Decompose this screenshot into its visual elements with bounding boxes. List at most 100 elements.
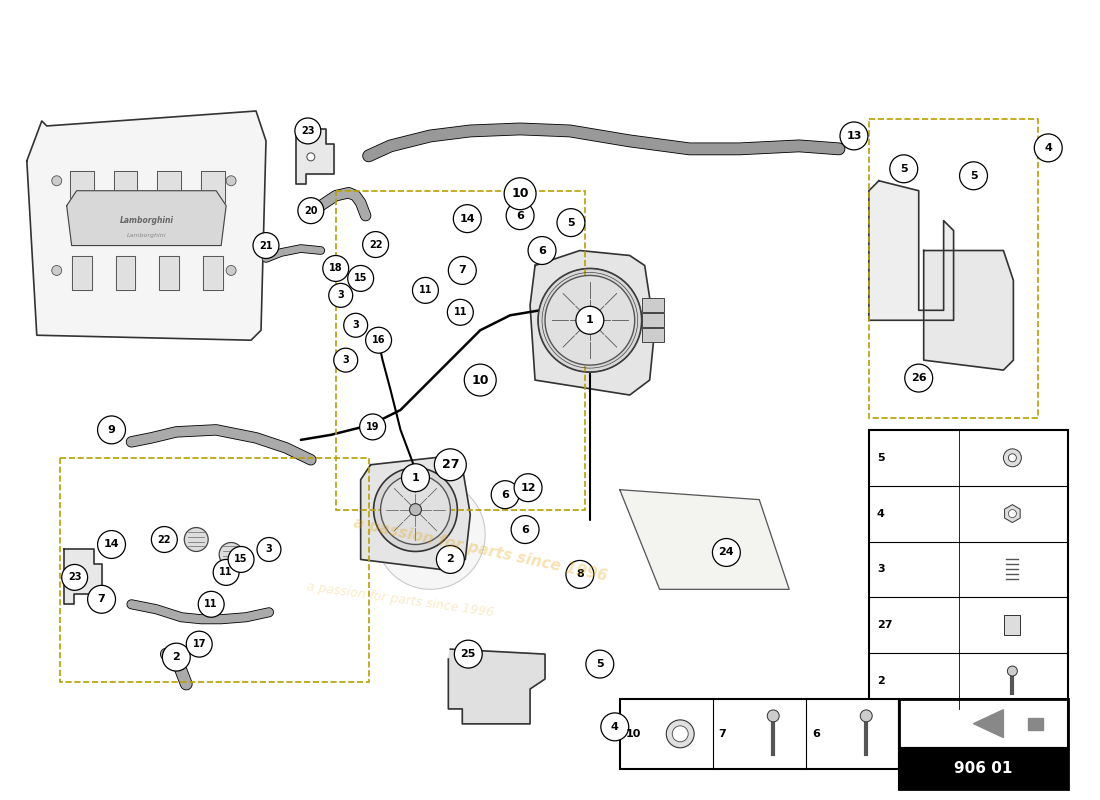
- Text: 22: 22: [368, 239, 383, 250]
- Text: 10: 10: [626, 729, 641, 739]
- Text: 3: 3: [877, 565, 884, 574]
- Bar: [1004, 615, 1021, 635]
- Text: 27: 27: [877, 620, 892, 630]
- Bar: [899, 748, 1068, 789]
- Bar: [336, 190, 585, 510]
- Circle shape: [98, 530, 125, 558]
- Circle shape: [1008, 666, 1018, 676]
- Circle shape: [672, 726, 689, 742]
- Circle shape: [409, 504, 421, 515]
- Text: a passion for parts since 1996: a passion for parts since 1996: [352, 515, 608, 584]
- Text: 6: 6: [516, 210, 524, 221]
- Text: 15: 15: [354, 274, 367, 283]
- Text: 2: 2: [173, 652, 180, 662]
- Circle shape: [437, 546, 464, 574]
- Bar: [641, 328, 663, 342]
- Text: 14: 14: [460, 214, 475, 224]
- Circle shape: [365, 327, 392, 353]
- Text: 27: 27: [441, 458, 459, 471]
- Circle shape: [381, 474, 450, 545]
- Circle shape: [448, 299, 473, 326]
- Bar: [641, 314, 663, 327]
- Text: 11: 11: [419, 286, 432, 295]
- Circle shape: [557, 209, 585, 237]
- Text: Lamborghini: Lamborghini: [120, 216, 174, 225]
- Polygon shape: [449, 649, 544, 724]
- Polygon shape: [924, 250, 1013, 370]
- Text: 20: 20: [304, 206, 318, 216]
- Text: 17: 17: [192, 639, 206, 649]
- Circle shape: [213, 559, 239, 586]
- Text: 2: 2: [877, 676, 884, 686]
- Polygon shape: [157, 170, 182, 210]
- Text: 3: 3: [338, 290, 344, 300]
- Text: 3: 3: [352, 320, 359, 330]
- Circle shape: [253, 233, 279, 258]
- Circle shape: [434, 449, 466, 481]
- Polygon shape: [974, 710, 1003, 738]
- Circle shape: [528, 237, 556, 265]
- Circle shape: [1003, 449, 1022, 466]
- Circle shape: [186, 631, 212, 657]
- Bar: [869, 119, 1038, 418]
- Text: 4: 4: [877, 509, 884, 518]
- Circle shape: [152, 526, 177, 553]
- Circle shape: [1034, 134, 1063, 162]
- Polygon shape: [69, 170, 94, 210]
- Circle shape: [860, 710, 872, 722]
- Polygon shape: [1028, 718, 1043, 730]
- Circle shape: [295, 118, 321, 144]
- Circle shape: [402, 464, 429, 492]
- Circle shape: [713, 538, 740, 566]
- Text: 5: 5: [877, 453, 884, 462]
- Polygon shape: [72, 255, 91, 290]
- Text: 12: 12: [520, 482, 536, 493]
- Text: 9: 9: [108, 425, 115, 435]
- Text: 906 01: 906 01: [955, 761, 1013, 776]
- Circle shape: [98, 416, 125, 444]
- Circle shape: [514, 474, 542, 502]
- Circle shape: [1009, 510, 1016, 518]
- Polygon shape: [201, 170, 225, 210]
- Polygon shape: [113, 170, 138, 210]
- Circle shape: [333, 348, 358, 372]
- Circle shape: [565, 561, 594, 588]
- Circle shape: [512, 515, 539, 543]
- Polygon shape: [296, 129, 333, 184]
- Text: 8: 8: [576, 570, 584, 579]
- Circle shape: [453, 205, 481, 233]
- Circle shape: [506, 202, 535, 230]
- Text: 4: 4: [610, 722, 618, 732]
- Text: 16: 16: [372, 335, 385, 346]
- Text: 11: 11: [205, 599, 218, 610]
- Circle shape: [1009, 454, 1016, 462]
- Text: 7: 7: [718, 729, 726, 739]
- Circle shape: [198, 591, 224, 618]
- Circle shape: [905, 364, 933, 392]
- Text: 11: 11: [453, 307, 468, 318]
- Circle shape: [586, 650, 614, 678]
- Circle shape: [227, 266, 236, 275]
- Circle shape: [52, 176, 62, 186]
- Text: 5: 5: [900, 164, 908, 174]
- Text: 4: 4: [1044, 143, 1053, 153]
- Circle shape: [343, 314, 367, 338]
- Text: 13: 13: [846, 131, 861, 141]
- Text: 7: 7: [98, 594, 106, 604]
- Text: 6: 6: [502, 490, 509, 500]
- Circle shape: [163, 643, 190, 671]
- Text: 6: 6: [812, 729, 820, 739]
- Circle shape: [348, 266, 374, 291]
- Circle shape: [959, 162, 988, 190]
- Polygon shape: [116, 255, 135, 290]
- Circle shape: [374, 468, 458, 551]
- Polygon shape: [869, 181, 954, 320]
- Text: 6: 6: [538, 246, 546, 255]
- Polygon shape: [204, 255, 223, 290]
- Circle shape: [449, 257, 476, 285]
- Polygon shape: [530, 250, 654, 395]
- Circle shape: [544, 275, 635, 365]
- Text: 23: 23: [68, 572, 81, 582]
- Text: 23: 23: [301, 126, 315, 136]
- Circle shape: [62, 565, 88, 590]
